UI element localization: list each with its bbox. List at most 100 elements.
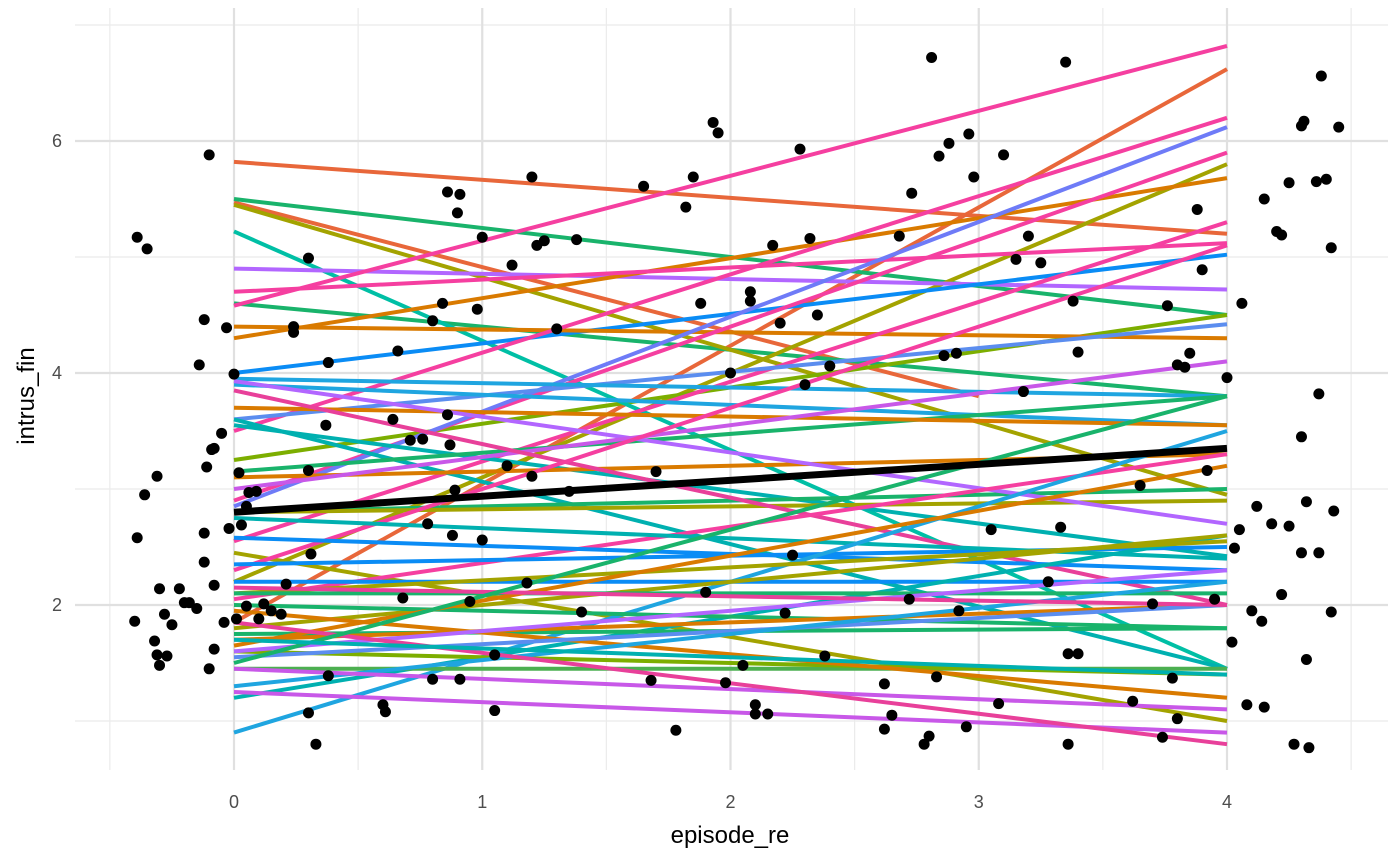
data-point [1266, 518, 1278, 530]
series-line [233, 359, 1228, 491]
data-point [1072, 346, 1084, 358]
data-point [737, 659, 749, 671]
data-point [1228, 542, 1240, 554]
data-point [208, 579, 220, 591]
data-point [695, 297, 707, 309]
data-point [1300, 654, 1312, 666]
data-point [1283, 177, 1295, 189]
y-axis-title: intrus_fin [13, 347, 40, 444]
data-point [1134, 480, 1146, 492]
data-point [1276, 589, 1288, 601]
data-point [464, 596, 476, 608]
data-point [1310, 176, 1322, 188]
data-point [933, 150, 945, 162]
data-point [501, 460, 513, 472]
data-point [670, 724, 682, 736]
data-point [417, 433, 429, 445]
data-point [1062, 738, 1074, 750]
data-point [218, 616, 230, 628]
data-point [1295, 431, 1307, 443]
tick-labels: 0 1 2 3 4 2 4 6 [52, 131, 1232, 812]
data-point [886, 709, 898, 721]
data-point [1161, 300, 1173, 312]
data-point [918, 738, 930, 750]
data-point [744, 286, 756, 298]
series-line [233, 585, 1228, 607]
data-point [687, 171, 699, 183]
data-point [131, 231, 143, 243]
series-line [233, 176, 1228, 341]
data-point [201, 461, 213, 473]
data-point [221, 322, 233, 334]
data-point [1276, 229, 1288, 241]
data-point [223, 522, 235, 534]
data-point [1055, 521, 1067, 533]
data-point [938, 350, 950, 362]
data-point [526, 470, 538, 482]
data-point [1320, 173, 1332, 185]
series-line [233, 452, 1228, 602]
data-point [302, 252, 314, 264]
data-point [650, 466, 662, 478]
data-point [1303, 742, 1315, 754]
data-point [712, 127, 724, 139]
data-point [404, 434, 416, 446]
series-line [233, 220, 1228, 544]
data-point [198, 556, 210, 568]
data-point [1209, 593, 1221, 605]
data-point [151, 470, 163, 482]
data-point [129, 615, 141, 627]
series-line [233, 241, 1228, 294]
data-point [446, 529, 458, 541]
data-point [1042, 576, 1054, 588]
data-point [1325, 606, 1337, 618]
x-tick-label: 4 [1222, 792, 1232, 812]
data-point [173, 583, 185, 595]
series-line [233, 376, 1228, 399]
data-point [953, 605, 965, 617]
data-point [258, 598, 270, 610]
data-point [141, 243, 153, 255]
data-point [437, 297, 449, 309]
data-point [471, 303, 483, 315]
data-point [139, 489, 151, 501]
data-point [893, 230, 905, 242]
series-line [233, 229, 1228, 671]
data-point [985, 524, 997, 536]
data-point [1256, 615, 1268, 627]
series-line [233, 603, 1228, 631]
data-point [1201, 464, 1213, 476]
data-point [265, 605, 277, 617]
series-line [233, 603, 1228, 642]
data-point [183, 597, 195, 609]
data-point [931, 671, 943, 683]
data-point [449, 484, 461, 496]
series-line [233, 43, 1228, 308]
data-point [725, 367, 736, 379]
series-line [233, 394, 1228, 665]
data-point [1288, 738, 1300, 750]
data-point [926, 51, 938, 63]
series-line [233, 67, 1228, 625]
data-point [1325, 242, 1337, 254]
data-point [1315, 70, 1327, 82]
data-point [799, 379, 811, 391]
data-point [1171, 713, 1183, 725]
data-point [1179, 361, 1191, 373]
data-point [950, 347, 962, 359]
data-point [288, 321, 300, 333]
data-point [489, 705, 501, 717]
data-point [1022, 230, 1034, 242]
data-point [1241, 699, 1253, 711]
data-point [824, 360, 836, 372]
data-point [538, 235, 550, 247]
data-point [1333, 121, 1345, 133]
data-point [1251, 500, 1263, 512]
series-line [233, 394, 1228, 474]
series-line [233, 579, 1228, 689]
data-point [906, 187, 918, 199]
data-point [203, 149, 215, 161]
data-point [131, 532, 143, 544]
data-point [305, 548, 317, 560]
